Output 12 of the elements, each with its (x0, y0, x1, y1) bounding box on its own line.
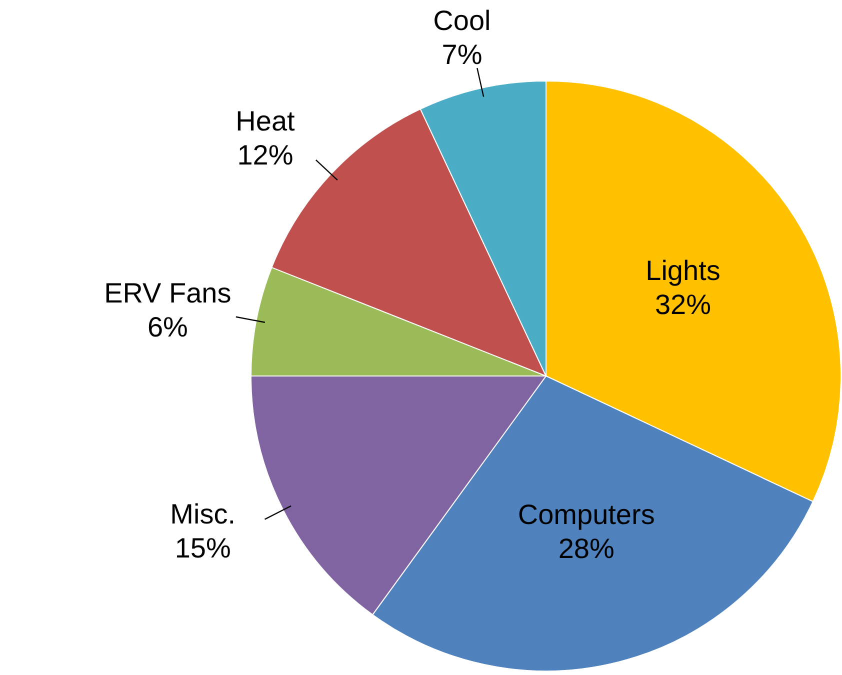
data-label: 6% (147, 311, 188, 342)
data-label: 28% (558, 533, 614, 564)
slice-label: Cool (433, 5, 491, 36)
slice-label: Lights (646, 255, 720, 286)
data-label: 15% (174, 532, 231, 564)
data-label: 32% (654, 289, 712, 320)
slice-label: ERV Fans (104, 277, 232, 308)
slice-label: Misc. (170, 498, 236, 530)
data-label: 7% (442, 39, 482, 70)
slice-label: Heat (236, 106, 296, 137)
slice-label: Computers (518, 499, 655, 530)
data-label: 12% (237, 140, 294, 171)
